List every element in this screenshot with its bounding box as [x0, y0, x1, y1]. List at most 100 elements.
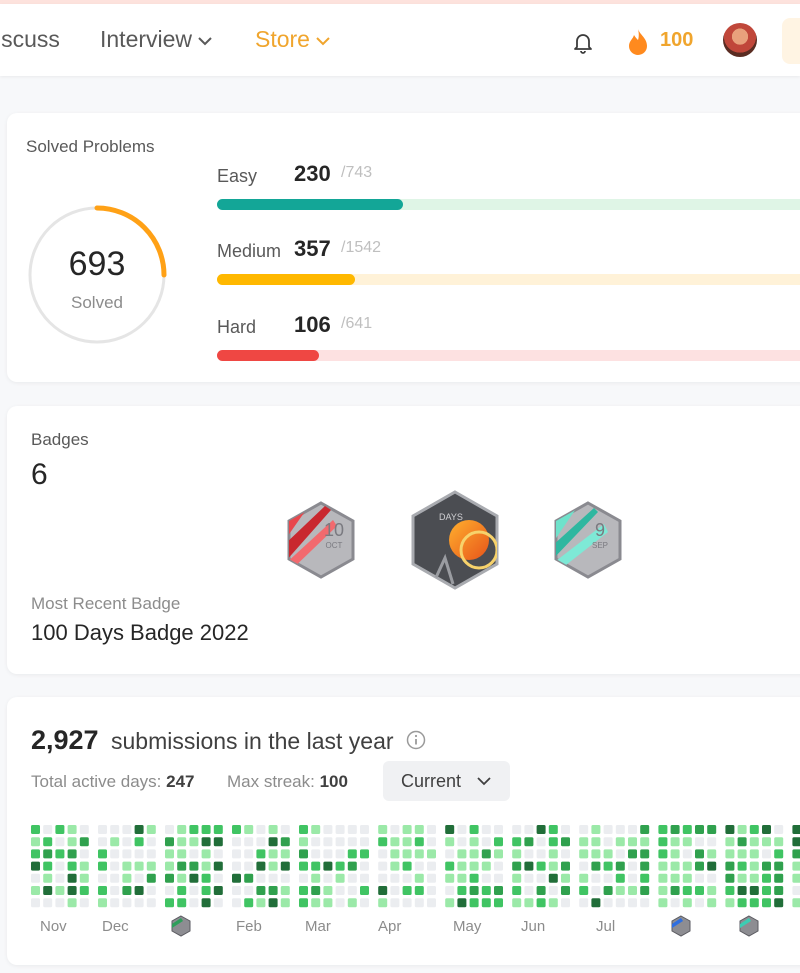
- heatmap-cell[interactable]: [311, 825, 321, 834]
- heatmap-cell[interactable]: [707, 837, 717, 847]
- heatmap-cell[interactable]: [628, 837, 637, 847]
- heatmap-cell[interactable]: [640, 886, 650, 895]
- heatmap-cell[interactable]: [347, 837, 357, 847]
- heatmap-cell[interactable]: [122, 886, 132, 895]
- heatmap-cell[interactable]: [98, 849, 107, 859]
- heatmap-cell[interactable]: [43, 825, 53, 834]
- 100-days-badge-icon[interactable]: DAYS: [409, 488, 501, 592]
- heatmap-cell[interactable]: [201, 898, 211, 908]
- heatmap-cell[interactable]: [232, 898, 241, 908]
- heatmap-cell[interactable]: [737, 849, 747, 859]
- heatmap-cell[interactable]: [146, 886, 156, 895]
- heatmap-cell[interactable]: [55, 886, 65, 895]
- heatmap-cell[interactable]: [146, 873, 156, 883]
- bell-icon[interactable]: [571, 30, 595, 54]
- heatmap-cell[interactable]: [762, 861, 771, 871]
- heatmap-cell[interactable]: [55, 825, 65, 834]
- heatmap-cell[interactable]: [79, 837, 89, 847]
- heatmap-cell[interactable]: [427, 873, 436, 883]
- heatmap-cell[interactable]: [561, 825, 570, 834]
- heatmap-cell[interactable]: [280, 898, 290, 908]
- heatmap-cell[interactable]: [427, 825, 436, 834]
- heatmap-cell[interactable]: [98, 861, 107, 871]
- heatmap-cell[interactable]: [737, 825, 747, 834]
- heatmap-cell[interactable]: [98, 825, 107, 834]
- heatmap-cell[interactable]: [244, 861, 254, 871]
- heatmap-cell[interactable]: [725, 898, 735, 908]
- heatmap-cell[interactable]: [244, 886, 254, 895]
- heatmap-cell[interactable]: [213, 837, 223, 847]
- heatmap-cell[interactable]: [670, 873, 680, 883]
- heatmap-cell[interactable]: [682, 898, 692, 908]
- heatmap-cell[interactable]: [311, 861, 321, 871]
- heatmap-cell[interactable]: [658, 849, 668, 859]
- heatmap-cell[interactable]: [512, 886, 522, 895]
- heatmap-cell[interactable]: [311, 849, 321, 859]
- heatmap-cell[interactable]: [536, 873, 546, 883]
- heatmap-cell[interactable]: [658, 861, 668, 871]
- heatmap-cell[interactable]: [299, 849, 308, 859]
- heatmap-cell[interactable]: [232, 886, 241, 895]
- heatmap-cell[interactable]: [707, 873, 717, 883]
- heatmap-cell[interactable]: [146, 849, 156, 859]
- heatmap-cell[interactable]: [591, 898, 601, 908]
- heatmap-cell[interactable]: [256, 825, 266, 834]
- heatmap-cell[interactable]: [615, 898, 625, 908]
- heatmap-cell[interactable]: [67, 849, 77, 859]
- nav-interview[interactable]: Interview: [100, 26, 212, 53]
- heatmap-cell[interactable]: [31, 886, 40, 895]
- heatmap-cell[interactable]: [792, 861, 800, 871]
- heatmap-cell[interactable]: [707, 849, 717, 859]
- heatmap-cell[interactable]: [762, 849, 771, 859]
- heatmap-cell[interactable]: [177, 825, 187, 834]
- heatmap-cell[interactable]: [347, 825, 357, 834]
- heatmap-cell[interactable]: [548, 825, 558, 834]
- heatmap-cell[interactable]: [457, 886, 467, 895]
- heatmap-cell[interactable]: [512, 849, 522, 859]
- heatmap-cell[interactable]: [122, 825, 132, 834]
- heatmap-cell[interactable]: [695, 825, 704, 834]
- heatmap-cell[interactable]: [390, 873, 400, 883]
- heatmap-cell[interactable]: [762, 873, 771, 883]
- heatmap-cell[interactable]: [280, 886, 290, 895]
- heatmap-cell[interactable]: [445, 873, 455, 883]
- heatmap-cell[interactable]: [335, 886, 345, 895]
- heatmap-cell[interactable]: [165, 898, 174, 908]
- heatmap-cell[interactable]: [311, 898, 321, 908]
- heatmap-cell[interactable]: [165, 886, 174, 895]
- heatmap-cell[interactable]: [414, 861, 424, 871]
- heatmap-cell[interactable]: [695, 849, 704, 859]
- heatmap-cell[interactable]: [201, 825, 211, 834]
- heatmap-cell[interactable]: [524, 861, 534, 871]
- heatmap-cell[interactable]: [244, 898, 254, 908]
- heatmap-cell[interactable]: [615, 849, 625, 859]
- heatmap-cell[interactable]: [469, 861, 479, 871]
- heatmap-cell[interactable]: [524, 886, 534, 895]
- heatmap-cell[interactable]: [427, 861, 436, 871]
- heatmap-cell[interactable]: [707, 898, 717, 908]
- heatmap-cell[interactable]: [561, 849, 570, 859]
- heatmap-cell[interactable]: [244, 849, 254, 859]
- heatmap-cell[interactable]: [603, 837, 613, 847]
- heatmap-cell[interactable]: [201, 873, 211, 883]
- heatmap-cell[interactable]: [110, 898, 120, 908]
- heatmap-cell[interactable]: [311, 886, 321, 895]
- heatmap-cell[interactable]: [31, 898, 40, 908]
- heatmap-cell[interactable]: [268, 898, 278, 908]
- heatmap-cell[interactable]: [603, 873, 613, 883]
- heatmap-cell[interactable]: [189, 898, 199, 908]
- heatmap-cell[interactable]: [189, 861, 199, 871]
- heatmap-cell[interactable]: [628, 886, 637, 895]
- heatmap-cell[interactable]: [378, 837, 388, 847]
- heatmap-cell[interactable]: [244, 873, 254, 883]
- heatmap-cell[interactable]: [427, 898, 436, 908]
- heatmap-cell[interactable]: [347, 873, 357, 883]
- heatmap-cell[interactable]: [177, 886, 187, 895]
- heatmap-cell[interactable]: [280, 873, 290, 883]
- heatmap-cell[interactable]: [110, 873, 120, 883]
- heatmap-cell[interactable]: [774, 825, 784, 834]
- heatmap-cell[interactable]: [737, 898, 747, 908]
- oct-badge-icon[interactable]: 10 OCT: [285, 500, 357, 580]
- heatmap-cell[interactable]: [481, 837, 491, 847]
- heatmap-cell[interactable]: [615, 825, 625, 834]
